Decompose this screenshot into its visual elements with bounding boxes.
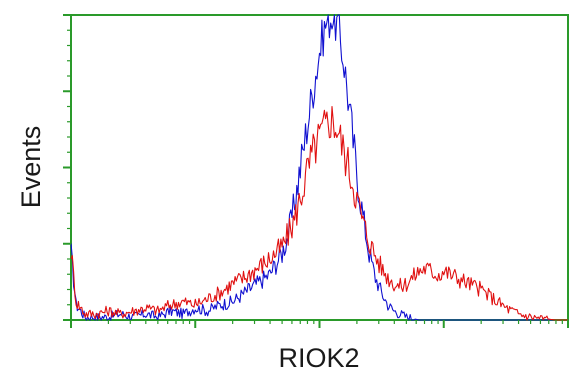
series-line-2 [70,106,568,321]
x-axis-label: RIOK2 [278,343,359,373]
y-axis-label: Events [16,126,46,209]
series-layer [70,14,568,321]
axis-ticks [63,14,569,328]
series-line-1 [70,14,568,321]
plot-frame [70,14,569,321]
